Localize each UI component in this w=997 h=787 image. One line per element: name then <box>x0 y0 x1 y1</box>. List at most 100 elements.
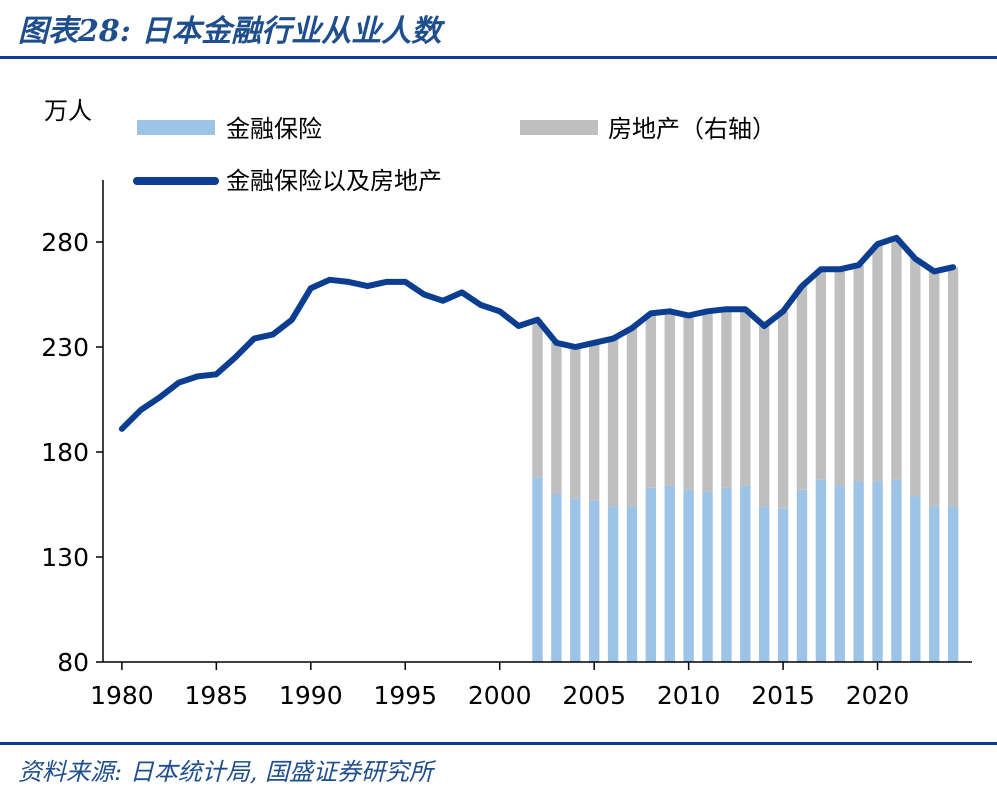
point-total-1996 <box>423 294 425 295</box>
bar-real-estate-2006 <box>607 338 619 507</box>
bar-real-estate-2020 <box>872 244 883 482</box>
point-total-1985 <box>215 373 217 375</box>
bar-real-estate-2007 <box>626 328 638 507</box>
point-total-1993 <box>366 285 368 287</box>
point-total-2011 <box>707 310 709 312</box>
point-total-2015 <box>782 310 784 312</box>
bar-finance-2007 <box>626 506 638 662</box>
point-total-2017 <box>820 268 822 270</box>
bar-real-estate-2017 <box>815 269 827 480</box>
bar-finance-2018 <box>834 485 845 662</box>
point-total-2018 <box>839 268 841 270</box>
bar-finance-2019 <box>853 481 864 662</box>
point-total-2021 <box>895 237 897 239</box>
y-tick-label-80: 80 <box>57 648 89 677</box>
x-tick-label-2010: 2010 <box>657 681 721 710</box>
point-total-1984 <box>196 375 198 377</box>
bar-real-estate-2012 <box>721 309 732 488</box>
bottom-rule <box>0 742 997 745</box>
bar-real-estate-2018 <box>834 269 845 486</box>
bar-real-estate-2022 <box>910 258 921 497</box>
point-total-2000 <box>499 310 501 312</box>
bar-real-estate-2023 <box>929 271 940 507</box>
bar-finance-2022 <box>910 496 921 662</box>
y-axis-unit: 万人 <box>44 97 92 125</box>
bar-finance-2012 <box>721 487 732 662</box>
bar-real-estate-2010 <box>683 315 694 490</box>
x-tick-label-1980: 1980 <box>90 681 154 710</box>
point-total-1988 <box>272 333 274 335</box>
bar-real-estate-2002 <box>532 319 543 478</box>
bar-finance-2002 <box>532 477 543 662</box>
point-total-2014 <box>763 325 765 327</box>
point-total-2006 <box>612 338 614 340</box>
point-total-2012 <box>725 308 727 310</box>
bar-real-estate-2009 <box>664 311 675 486</box>
bar-real-estate-2014 <box>759 326 770 507</box>
x-tick-label-1995: 1995 <box>373 681 437 710</box>
bar-real-estate-2004 <box>570 347 581 499</box>
point-total-1980 <box>121 428 123 430</box>
bar-real-estate-2003 <box>551 342 562 494</box>
point-total-2003 <box>555 342 557 344</box>
point-total-1989 <box>291 319 293 321</box>
point-total-1990 <box>310 287 312 289</box>
x-tick-label-1985: 1985 <box>185 681 249 710</box>
x-tick-label-2005: 2005 <box>562 681 626 710</box>
bar-finance-2003 <box>551 494 562 662</box>
bar-finance-2010 <box>683 489 694 662</box>
point-total-1998 <box>461 291 463 293</box>
bar-finance-2024 <box>947 506 959 662</box>
point-total-2009 <box>669 310 671 312</box>
bar-finance-2005 <box>588 500 600 662</box>
legend-swatch-real-estate <box>520 120 598 135</box>
bar-layer <box>532 237 959 662</box>
bar-real-estate-2021 <box>891 237 902 480</box>
point-total-1983 <box>178 382 180 384</box>
chart: 80 130 180 230 280 1980 1985 1990 1995 2000 2005 20… <box>41 97 972 710</box>
point-total-2023 <box>933 270 935 272</box>
bar-real-estate-2008 <box>645 313 657 488</box>
y-tick-label-180: 180 <box>41 438 89 467</box>
bar-finance-2016 <box>796 489 808 662</box>
line-layer <box>118 234 957 432</box>
point-total-2020 <box>877 243 879 245</box>
point-total-1997 <box>442 300 444 302</box>
point-total-1999 <box>480 304 482 306</box>
bar-finance-2014 <box>759 506 770 662</box>
y-tick-label-230: 230 <box>41 333 89 362</box>
point-total-2022 <box>914 258 916 260</box>
bar-real-estate-2024 <box>947 267 959 507</box>
point-total-2024 <box>952 266 954 268</box>
bar-real-estate-2019 <box>853 265 864 482</box>
bar-real-estate-2016 <box>796 286 808 490</box>
axes: 80 130 180 230 280 1980 1985 1990 1995 2000 2005 20… <box>41 180 972 710</box>
bar-finance-2009 <box>664 485 675 662</box>
bar-real-estate-2015 <box>777 311 789 509</box>
bar-real-estate-2005 <box>588 342 600 501</box>
legend-label-total: 金融保险以及房地产 <box>226 167 442 195</box>
bar-real-estate-2013 <box>740 309 751 486</box>
y-tick-label-280: 280 <box>41 228 89 257</box>
x-tick-label-2020: 2020 <box>846 681 910 710</box>
bar-real-estate-2011 <box>702 311 713 492</box>
top-rule <box>0 56 997 59</box>
point-total-2002 <box>537 319 538 321</box>
point-total-1992 <box>348 281 350 283</box>
bar-finance-2004 <box>570 498 581 662</box>
point-total-1981 <box>140 409 142 411</box>
point-total-2007 <box>631 327 633 329</box>
point-total-1986 <box>234 357 236 358</box>
bar-finance-2006 <box>607 506 619 662</box>
point-total-1987 <box>253 338 255 340</box>
point-total-1991 <box>329 279 331 281</box>
legend-label-finance: 金融保险 <box>226 115 322 143</box>
source-note: 资料来源: 日本统计局, 国盛证券研究所 <box>18 758 433 786</box>
point-total-2010 <box>688 315 690 316</box>
figure-title: 图表28: 日本金融行业从业人数 <box>18 14 442 49</box>
bar-finance-2011 <box>702 491 713 662</box>
point-total-1995 <box>404 281 406 283</box>
point-total-2013 <box>744 308 746 310</box>
point-total-2005 <box>593 342 595 344</box>
point-total-2001 <box>518 325 520 327</box>
